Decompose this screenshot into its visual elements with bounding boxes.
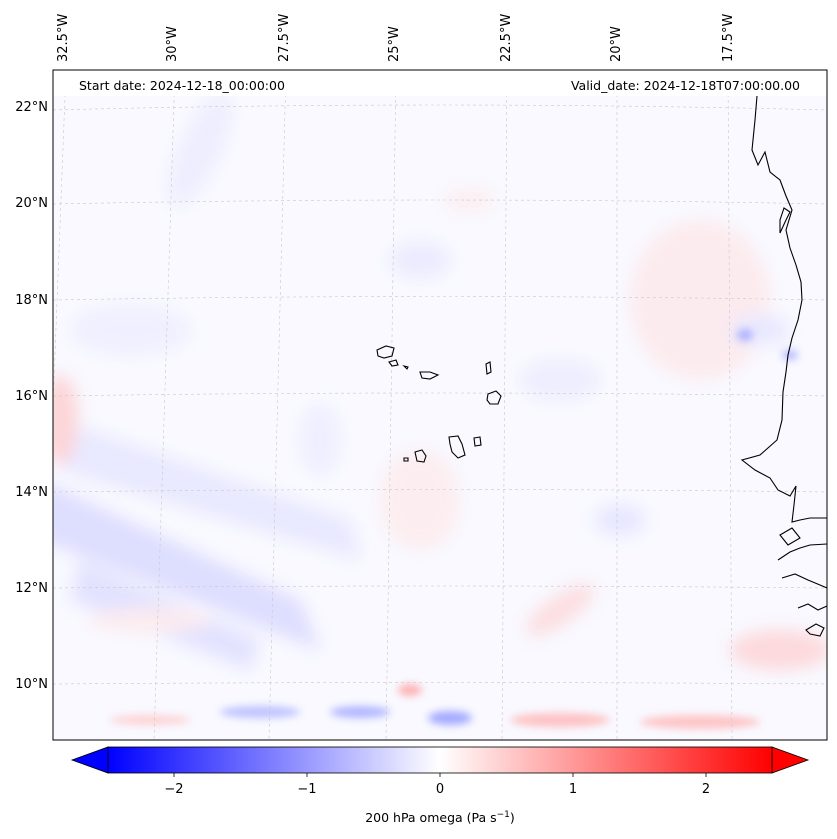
colorbar-title-sup: −1 bbox=[497, 810, 510, 820]
colorbar-tick-label: 2 bbox=[702, 782, 710, 797]
lat-label: 12°N bbox=[15, 581, 48, 596]
longitude-labels: 32.5°W 30°W 27.5°W 25°W 22.5°W 20°W 17.5… bbox=[56, 14, 736, 62]
lon-label: 22.5°W bbox=[499, 14, 514, 62]
lat-label: 14°N bbox=[15, 485, 48, 500]
lat-label: 20°N bbox=[15, 196, 48, 211]
lon-label: 30°W bbox=[165, 26, 180, 62]
start-date-label: Start date: 2024-12-18_00:00:00 bbox=[79, 78, 285, 93]
map-frame bbox=[52, 69, 828, 741]
latitude-labels: 22°N 20°N 18°N 16°N 14°N 12°N 10°N bbox=[15, 100, 48, 692]
colorbar-tick-label: −1 bbox=[297, 782, 316, 797]
lon-label: 17.5°W bbox=[721, 14, 736, 62]
colorbar-tick-label: −2 bbox=[164, 782, 183, 797]
lat-label: 18°N bbox=[15, 293, 48, 308]
lon-label: 27.5°W bbox=[277, 14, 292, 62]
gridlines bbox=[53, 70, 827, 740]
header-band bbox=[53, 70, 827, 96]
valid-date-label: Valid_date: 2024-12-18T07:00:00.00 bbox=[571, 78, 800, 93]
lat-label: 22°N bbox=[15, 100, 48, 115]
colorbar-gradient bbox=[107, 746, 773, 774]
lon-label: 32.5°W bbox=[56, 14, 71, 62]
colorbar-title: 200 hPa omega (Pa s−1) bbox=[365, 810, 515, 825]
lon-label: 20°W bbox=[609, 26, 624, 62]
lat-label: 10°N bbox=[15, 677, 48, 692]
colorbar-tick-label: 1 bbox=[569, 782, 577, 797]
lon-label: 25°W bbox=[387, 26, 402, 62]
colorbar-title-end: ) bbox=[510, 810, 515, 825]
colorbar-tick-label: 0 bbox=[436, 782, 444, 797]
omega-field bbox=[53, 70, 827, 740]
coastlines bbox=[376, 95, 827, 637]
colorbar-max-extend bbox=[771, 746, 810, 774]
lat-label: 16°N bbox=[15, 389, 48, 404]
colorbar-title-main: 200 hPa omega (Pa s bbox=[365, 810, 496, 825]
colorbar-min-extend bbox=[70, 746, 109, 774]
colorbar: −2 −1 0 1 2 200 hPa omega (Pa s−1) bbox=[70, 746, 810, 825]
